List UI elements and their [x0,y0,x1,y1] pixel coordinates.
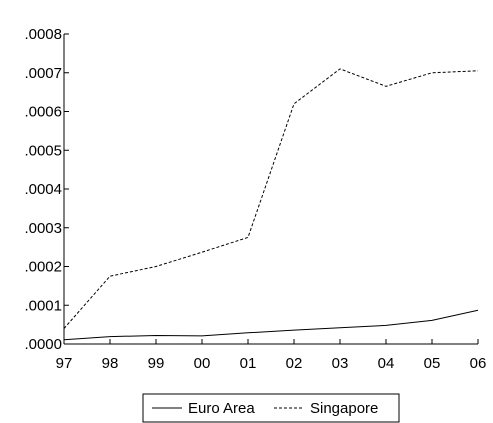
y-tick-label: .0005 [24,142,62,159]
x-tick-label: 06 [470,355,487,372]
x-tick-label: 98 [102,355,119,372]
x-tick-labels: 97 98 99 00 01 02 03 04 05 06 [56,355,487,372]
legend-box [142,393,400,423]
y-tick-label: .0006 [24,104,62,121]
series-line-singapore [63,68,479,329]
x-tick-label: 97 [56,355,73,372]
y-tick-label: .0002 [24,259,62,276]
x-tick-label: 00 [194,355,211,372]
y-tick-label: .0001 [24,297,62,314]
series-line-euro-area [63,309,479,341]
chart-axes [63,33,479,345]
x-tick-label: 04 [378,355,395,372]
x-tick-label: 01 [240,355,257,372]
x-tick-label: 03 [332,355,349,372]
legend-label: Euro Area [188,400,255,417]
chart-series [63,68,479,341]
chart-legend: Euro Area Singapore [142,393,400,423]
y-tick-label: .0007 [24,65,62,82]
y-tick-label: .0008 [24,26,62,43]
x-tick-label: 02 [286,355,303,372]
x-tick-label: 05 [424,355,441,372]
legend-label: Singapore [310,400,378,417]
y-tick-label: .0004 [24,181,62,198]
y-tick-labels: .0000 .0001 .0002 .0003 .0004 .0005 .0006 .0007… [24,26,62,353]
y-tick-label: .0000 [24,336,62,353]
y-tick-label: .0003 [24,220,62,237]
x-tick-label: 99 [148,355,165,372]
